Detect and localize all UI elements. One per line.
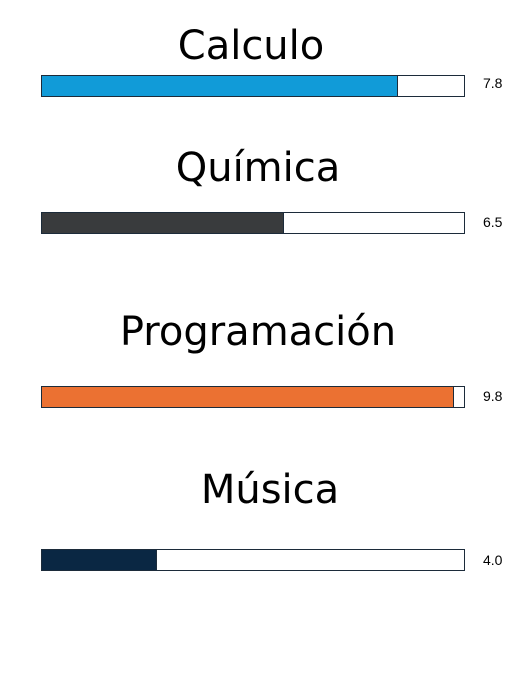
subject-title-programacion: Programación [119, 309, 397, 355]
progress-fill-quimica [42, 213, 285, 233]
subject-title-musica: Música [200, 467, 340, 513]
progress-bar-musica [41, 549, 465, 571]
score-value-quimica: 6.5 [483, 214, 503, 230]
progress-bar-programacion [41, 386, 465, 408]
score-value-calculo: 7.8 [483, 75, 503, 91]
progress-fill-programacion [42, 387, 454, 407]
score-value-programacion: 9.8 [483, 388, 503, 404]
subject-title-calculo: Calculo [177, 23, 325, 69]
progress-fill-calculo [42, 76, 398, 96]
progress-bar-calculo [41, 75, 465, 97]
subject-title-quimica: Química [175, 145, 341, 191]
progress-fill-musica [42, 550, 157, 570]
progress-bar-quimica [41, 212, 465, 234]
score-value-musica: 4.0 [483, 552, 503, 568]
